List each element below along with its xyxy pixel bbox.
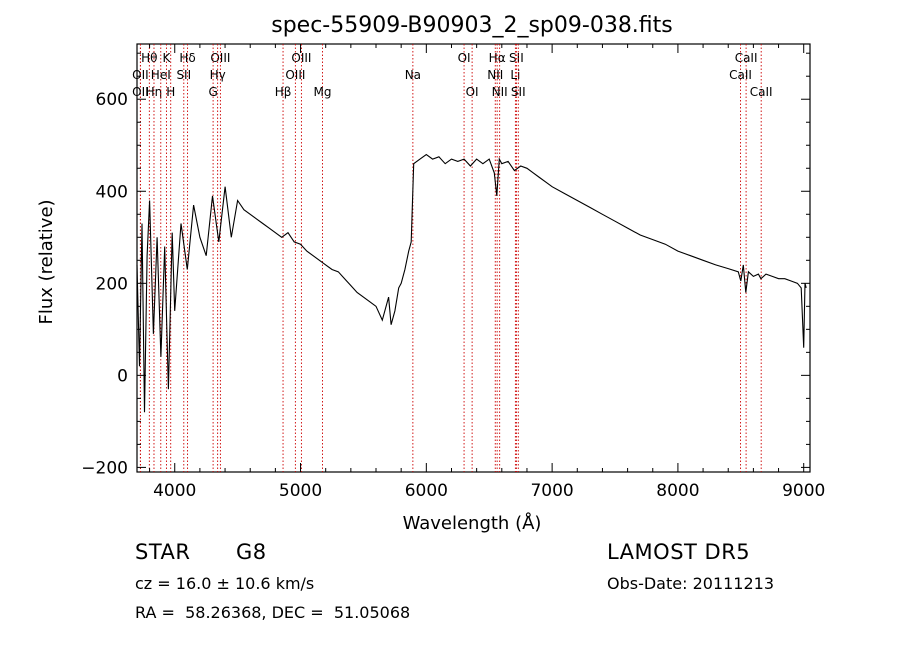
spectral-line-label: Hα bbox=[489, 51, 506, 65]
y-tick-label: 600 bbox=[96, 90, 128, 110]
spectral-line-label: NII bbox=[492, 85, 508, 99]
y-tick-label: −200 bbox=[81, 458, 128, 478]
axes: 4000 5000 6000 7000 8000 9000 −200 0 200 400 600 bbox=[81, 44, 825, 501]
coordinates: RA = 58.26368, DEC = 51.05068 bbox=[135, 603, 411, 622]
spectral-line-label: G bbox=[208, 85, 217, 99]
y-tick-label: 400 bbox=[96, 182, 128, 202]
x-tick-label: 8000 bbox=[656, 481, 699, 501]
spectrum-line bbox=[136, 153, 807, 413]
spectral-line-label: CaII bbox=[729, 68, 752, 82]
plot-frame bbox=[136, 43, 811, 473]
spectral-line-label: Hβ bbox=[275, 85, 292, 99]
y-tick-label: 0 bbox=[117, 366, 128, 386]
spectral-line-label: Hθ bbox=[141, 51, 157, 65]
spectral-line-label: HeI bbox=[151, 68, 171, 82]
spectral-line-label: CaII bbox=[735, 51, 758, 65]
spectral-line-label: H bbox=[166, 85, 175, 99]
redshift-velocity: cz = 16.0 ± 10.6 km/s bbox=[135, 574, 315, 593]
x-tick-label: 6000 bbox=[405, 481, 448, 501]
spectral-line-label: Li bbox=[510, 68, 520, 82]
spectral-line-label: K bbox=[162, 51, 171, 65]
x-tick-label: 4000 bbox=[153, 481, 196, 501]
object-class: STAR bbox=[135, 540, 191, 564]
observation-date: Obs-Date: 20111213 bbox=[607, 574, 775, 593]
spectral-line-label: NII bbox=[487, 68, 503, 82]
chart-title: spec-55909-B90903_2_sp09-038.fits bbox=[271, 13, 673, 38]
spectral-line-label: OI bbox=[466, 85, 479, 99]
spectral-line-label: SII bbox=[176, 68, 191, 82]
spectral-line-label: Hη bbox=[146, 85, 163, 99]
x-tick-label: 9000 bbox=[782, 481, 825, 501]
y-axis-label: Flux (relative) bbox=[36, 199, 57, 324]
spectral-line-label: SII bbox=[509, 51, 524, 65]
spectral-line-label: Mg bbox=[314, 85, 332, 99]
x-axis-label: Wavelength (Å) bbox=[403, 512, 542, 534]
spectral-line-label: OI bbox=[458, 51, 471, 65]
survey-name: LAMOST DR5 bbox=[607, 540, 751, 564]
spectral-line-label: CaII bbox=[750, 85, 773, 99]
spectral-line-label: Hδ bbox=[179, 51, 195, 65]
spectral-line-label: SII bbox=[511, 85, 526, 99]
spectral-line-label: OIII bbox=[210, 51, 230, 65]
spectral-line-label: OIII bbox=[285, 68, 305, 82]
spectral-line-label: OIII bbox=[291, 51, 311, 65]
spectral-line-label: OII bbox=[132, 68, 149, 82]
y-tick-label: 200 bbox=[96, 274, 128, 294]
spectral-line-label: OII bbox=[132, 85, 149, 99]
x-tick-label: 5000 bbox=[279, 481, 322, 501]
object-subclass: G8 bbox=[236, 540, 267, 564]
x-tick-label: 7000 bbox=[530, 481, 573, 501]
spectral-line-label: Hγ bbox=[210, 68, 226, 82]
spectral-line-label: Na bbox=[405, 68, 421, 82]
